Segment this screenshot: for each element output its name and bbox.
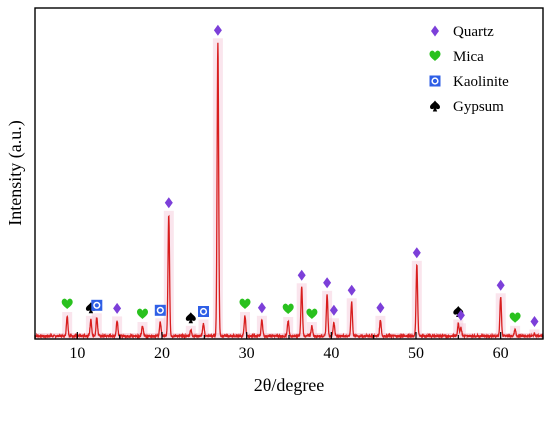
mica-peak-marker: [509, 312, 521, 323]
gypsum-peak-marker: [185, 312, 196, 324]
peak-shadow: [91, 313, 102, 337]
peak-shadow: [212, 38, 223, 337]
legend-label-quartz: Quartz: [453, 24, 494, 40]
quartz-peak-marker: [297, 269, 306, 281]
kaolinite-peak-marker: [91, 299, 103, 311]
mica-peak-marker: [137, 308, 148, 319]
peak-shadow: [375, 315, 386, 337]
peak-shadow: [411, 260, 422, 337]
mica-peak-marker: [282, 303, 294, 314]
x-axis: 10 20 30 40 50 60: [34, 332, 544, 362]
x-tick-label: 20: [154, 345, 170, 362]
peak-shadow: [322, 290, 333, 337]
legend: Quartz Mica Kaolinite Gypsum: [429, 24, 509, 115]
peak-shadow: [346, 298, 357, 337]
peak-shadow: [62, 312, 73, 336]
kaolinite-peak-marker: [154, 304, 166, 316]
quartz-peak-marker: [213, 24, 222, 36]
mica-peak-marker: [306, 308, 318, 319]
quartz-peak-marker: [113, 302, 122, 314]
peak-shadow: [283, 317, 294, 336]
quartz-peak-marker: [376, 302, 385, 314]
peak-shadow: [155, 318, 166, 337]
peak-shadow: [240, 312, 250, 336]
peak-shadow: [198, 319, 209, 336]
x-tick-label: 30: [239, 345, 255, 362]
quartz-peak-marker: [496, 279, 505, 291]
quartz-peak-marker: [164, 197, 173, 209]
quartz-peak-marker: [257, 302, 266, 314]
legend-label-gypsum: Gypsum: [453, 99, 504, 115]
kaolinite-peak-marker: [198, 306, 209, 317]
quartz-peak-marker: [347, 284, 356, 296]
x-tick-label: 10: [69, 345, 85, 362]
peak-shadow: [296, 283, 307, 337]
legend-label-kaolinite: Kaolinite: [453, 74, 509, 90]
x-tick-label: 50: [408, 345, 424, 362]
quartz-peak-marker: [530, 316, 539, 327]
mica-peak-marker: [61, 298, 73, 309]
y-axis-title: Intensity (a.u.): [5, 120, 26, 225]
x-tick-label: 40: [323, 345, 339, 362]
peak-shadow: [328, 318, 339, 337]
x-axis-title: 2θ/degree: [254, 375, 325, 395]
peak-shadow: [256, 315, 267, 337]
quartz-peak-marker: [323, 277, 332, 289]
peak-shadow: [495, 293, 506, 337]
peak-shadow: [85, 315, 96, 337]
peak-shadow: [112, 316, 123, 336]
circle-in-square-icon: [429, 75, 441, 87]
diamond-icon: [431, 25, 439, 37]
quartz-peak-marker: [412, 247, 421, 259]
peak-shadow: [163, 210, 174, 337]
peak-markers: [61, 24, 539, 327]
spade-icon: [430, 100, 440, 112]
peak-shadow: [137, 322, 148, 336]
heart-icon: [429, 50, 441, 61]
legend-label-mica: Mica: [453, 49, 484, 65]
x-tick-label: 60: [493, 345, 509, 362]
mica-peak-marker: [239, 298, 251, 309]
